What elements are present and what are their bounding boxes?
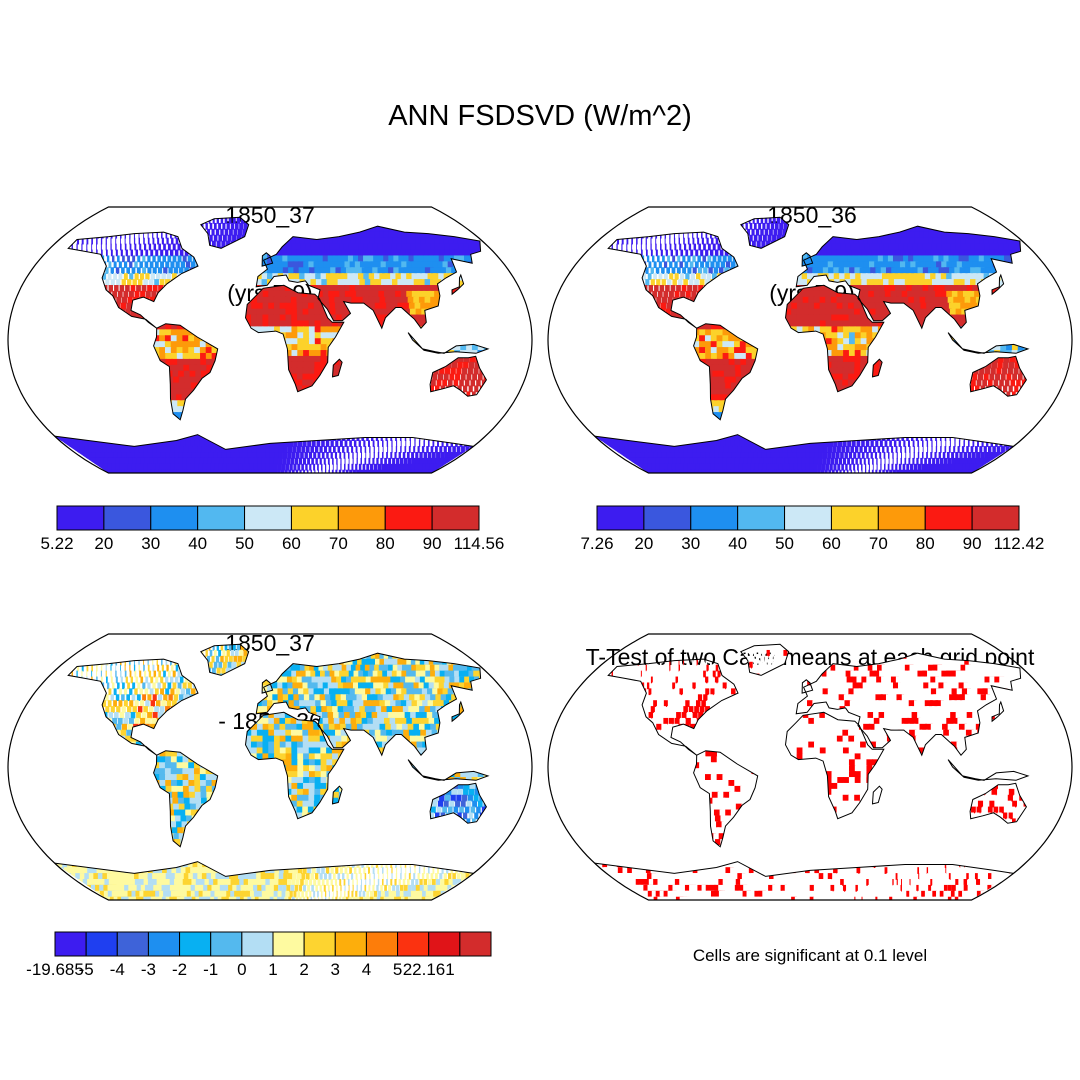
colorbar-difference-swatch-1	[85, 931, 118, 957]
colorbar-case2-label-1: 20	[634, 534, 654, 553]
colorbar-difference-swatch-8	[303, 931, 336, 957]
colorbar-case1-label-5: 60	[281, 534, 301, 553]
coastlines	[54, 216, 490, 450]
colorbar-case1-label-7: 80	[375, 534, 395, 553]
map-border	[547, 206, 1073, 474]
colorbar-case2-swatch-5	[830, 505, 879, 531]
colorbar-difference-label-3: -3	[140, 960, 156, 979]
colorbar-case1-label-3: 40	[188, 534, 208, 553]
colorbar-difference	[54, 931, 492, 957]
colorbar-difference-label-11: 5	[392, 960, 403, 979]
map-ttest	[547, 633, 1073, 901]
colorbar-case2-label-0: 7.26	[580, 534, 614, 553]
colorbar-difference-label-9: 3	[330, 960, 341, 979]
colorbar-case2-label-3: 40	[728, 534, 748, 553]
colorbar-case2-label-9: 112.42	[993, 534, 1045, 553]
colorbar-case1-label-2: 30	[141, 534, 161, 553]
colorbar-difference-swatch-12	[428, 931, 461, 957]
colorbar-case2-labels: 7.26 20 30 40 50 60 70 80 90 112.42	[580, 534, 1044, 556]
colorbar-difference-swatch-11	[397, 931, 430, 957]
map-border	[547, 633, 1073, 901]
colorbar-difference-label-1: -5	[78, 960, 94, 979]
colorbar-difference-swatch-4	[179, 931, 212, 957]
colorbar-case1-label-9: 114.56	[453, 534, 505, 553]
colorbar-difference-swatch-6	[241, 931, 274, 957]
colorbar-case1-label-0: 5.22	[40, 534, 74, 553]
colorbar-case2-swatch-2	[690, 505, 739, 531]
colorbar-difference-label-5: -1	[203, 960, 219, 979]
colorbar-case1-swatch-6	[337, 505, 386, 531]
map-border	[7, 633, 533, 901]
colorbar-case2-swatch-4	[784, 505, 832, 531]
colorbar-difference-label-12: 22.161	[402, 960, 455, 979]
colorbar-case2-swatch-1	[643, 505, 692, 531]
colorbar-case2-swatch-3	[737, 505, 786, 531]
map-case1	[7, 206, 533, 474]
colorbar-case2-swatch-7	[924, 505, 973, 531]
colorbar-case1-swatch-1	[103, 505, 152, 531]
colorbar-case1-swatch-0	[56, 505, 105, 531]
coastlines	[54, 643, 490, 877]
colorbar-case1-swatch-7	[384, 505, 433, 531]
map-border	[7, 206, 533, 474]
significance-note: Cells are significant at 0.1 level	[692, 946, 928, 965]
colorbar-case1-labels: 5.22 20 30 40 50 60 70 80 90 114.56	[40, 534, 504, 556]
colorbar-case2-label-8: 90	[962, 534, 982, 553]
colorbar-case1-swatch-3	[197, 505, 246, 531]
colorbar-case2-label-2: 30	[681, 534, 701, 553]
map-case2	[547, 206, 1073, 474]
colorbar-case2	[596, 505, 1020, 531]
colorbar-case1-label-4: 50	[235, 534, 255, 553]
colorbar-case2-label-7: 80	[915, 534, 935, 553]
colorbar-difference-label-6: 0	[237, 960, 247, 979]
colorbar-difference-swatch-7	[272, 931, 305, 957]
colorbar-difference-label-4: -2	[172, 960, 188, 979]
colorbar-case1	[56, 505, 480, 531]
figure-title: ANN FSDSVD (W/m^2)	[388, 100, 692, 132]
colorbar-case1-label-8: 90	[422, 534, 442, 553]
colorbar-difference-label-2: -4	[109, 960, 125, 979]
colorbar-case2-label-6: 70	[868, 534, 888, 553]
colorbar-difference-swatch-9	[334, 931, 367, 957]
colorbar-case2-label-4: 50	[775, 534, 795, 553]
colorbar-difference-swatch-2	[116, 931, 149, 957]
colorbar-difference-swatch-10	[365, 931, 399, 957]
map-difference	[7, 633, 533, 901]
colorbar-difference-label-7: 1	[268, 960, 278, 979]
colorbar-difference-swatch-5	[210, 931, 243, 957]
colorbar-case1-swatch-4	[244, 505, 292, 531]
colorbar-case1-label-6: 70	[328, 534, 348, 553]
colorbar-difference-label-8: 2	[299, 960, 309, 979]
colorbar-difference-swatch-0	[54, 931, 87, 957]
colorbar-case2-swatch-0	[596, 505, 645, 531]
colorbar-case2-label-5: 60	[821, 534, 841, 553]
colorbar-case2-swatch-6	[877, 505, 926, 531]
colorbar-difference-swatch-13	[459, 931, 492, 957]
colorbar-case2-swatch-8	[971, 505, 1020, 531]
colorbar-difference-label-0: -19.685	[26, 960, 84, 979]
colorbar-case1-swatch-2	[150, 505, 199, 531]
colorbar-difference-label-10: 4	[361, 960, 372, 979]
colorbar-difference-labels: -19.685 -5 -4 -3 -2 -1 0 1 2 3 4 5 22.161	[26, 960, 492, 982]
colorbar-case1-swatch-5	[290, 505, 339, 531]
coastlines	[594, 216, 1030, 450]
colorbar-case1-swatch-8	[431, 505, 480, 531]
colorbar-difference-swatch-3	[147, 931, 181, 957]
coastlines	[594, 643, 1030, 877]
colorbar-case1-label-1: 20	[94, 534, 114, 553]
